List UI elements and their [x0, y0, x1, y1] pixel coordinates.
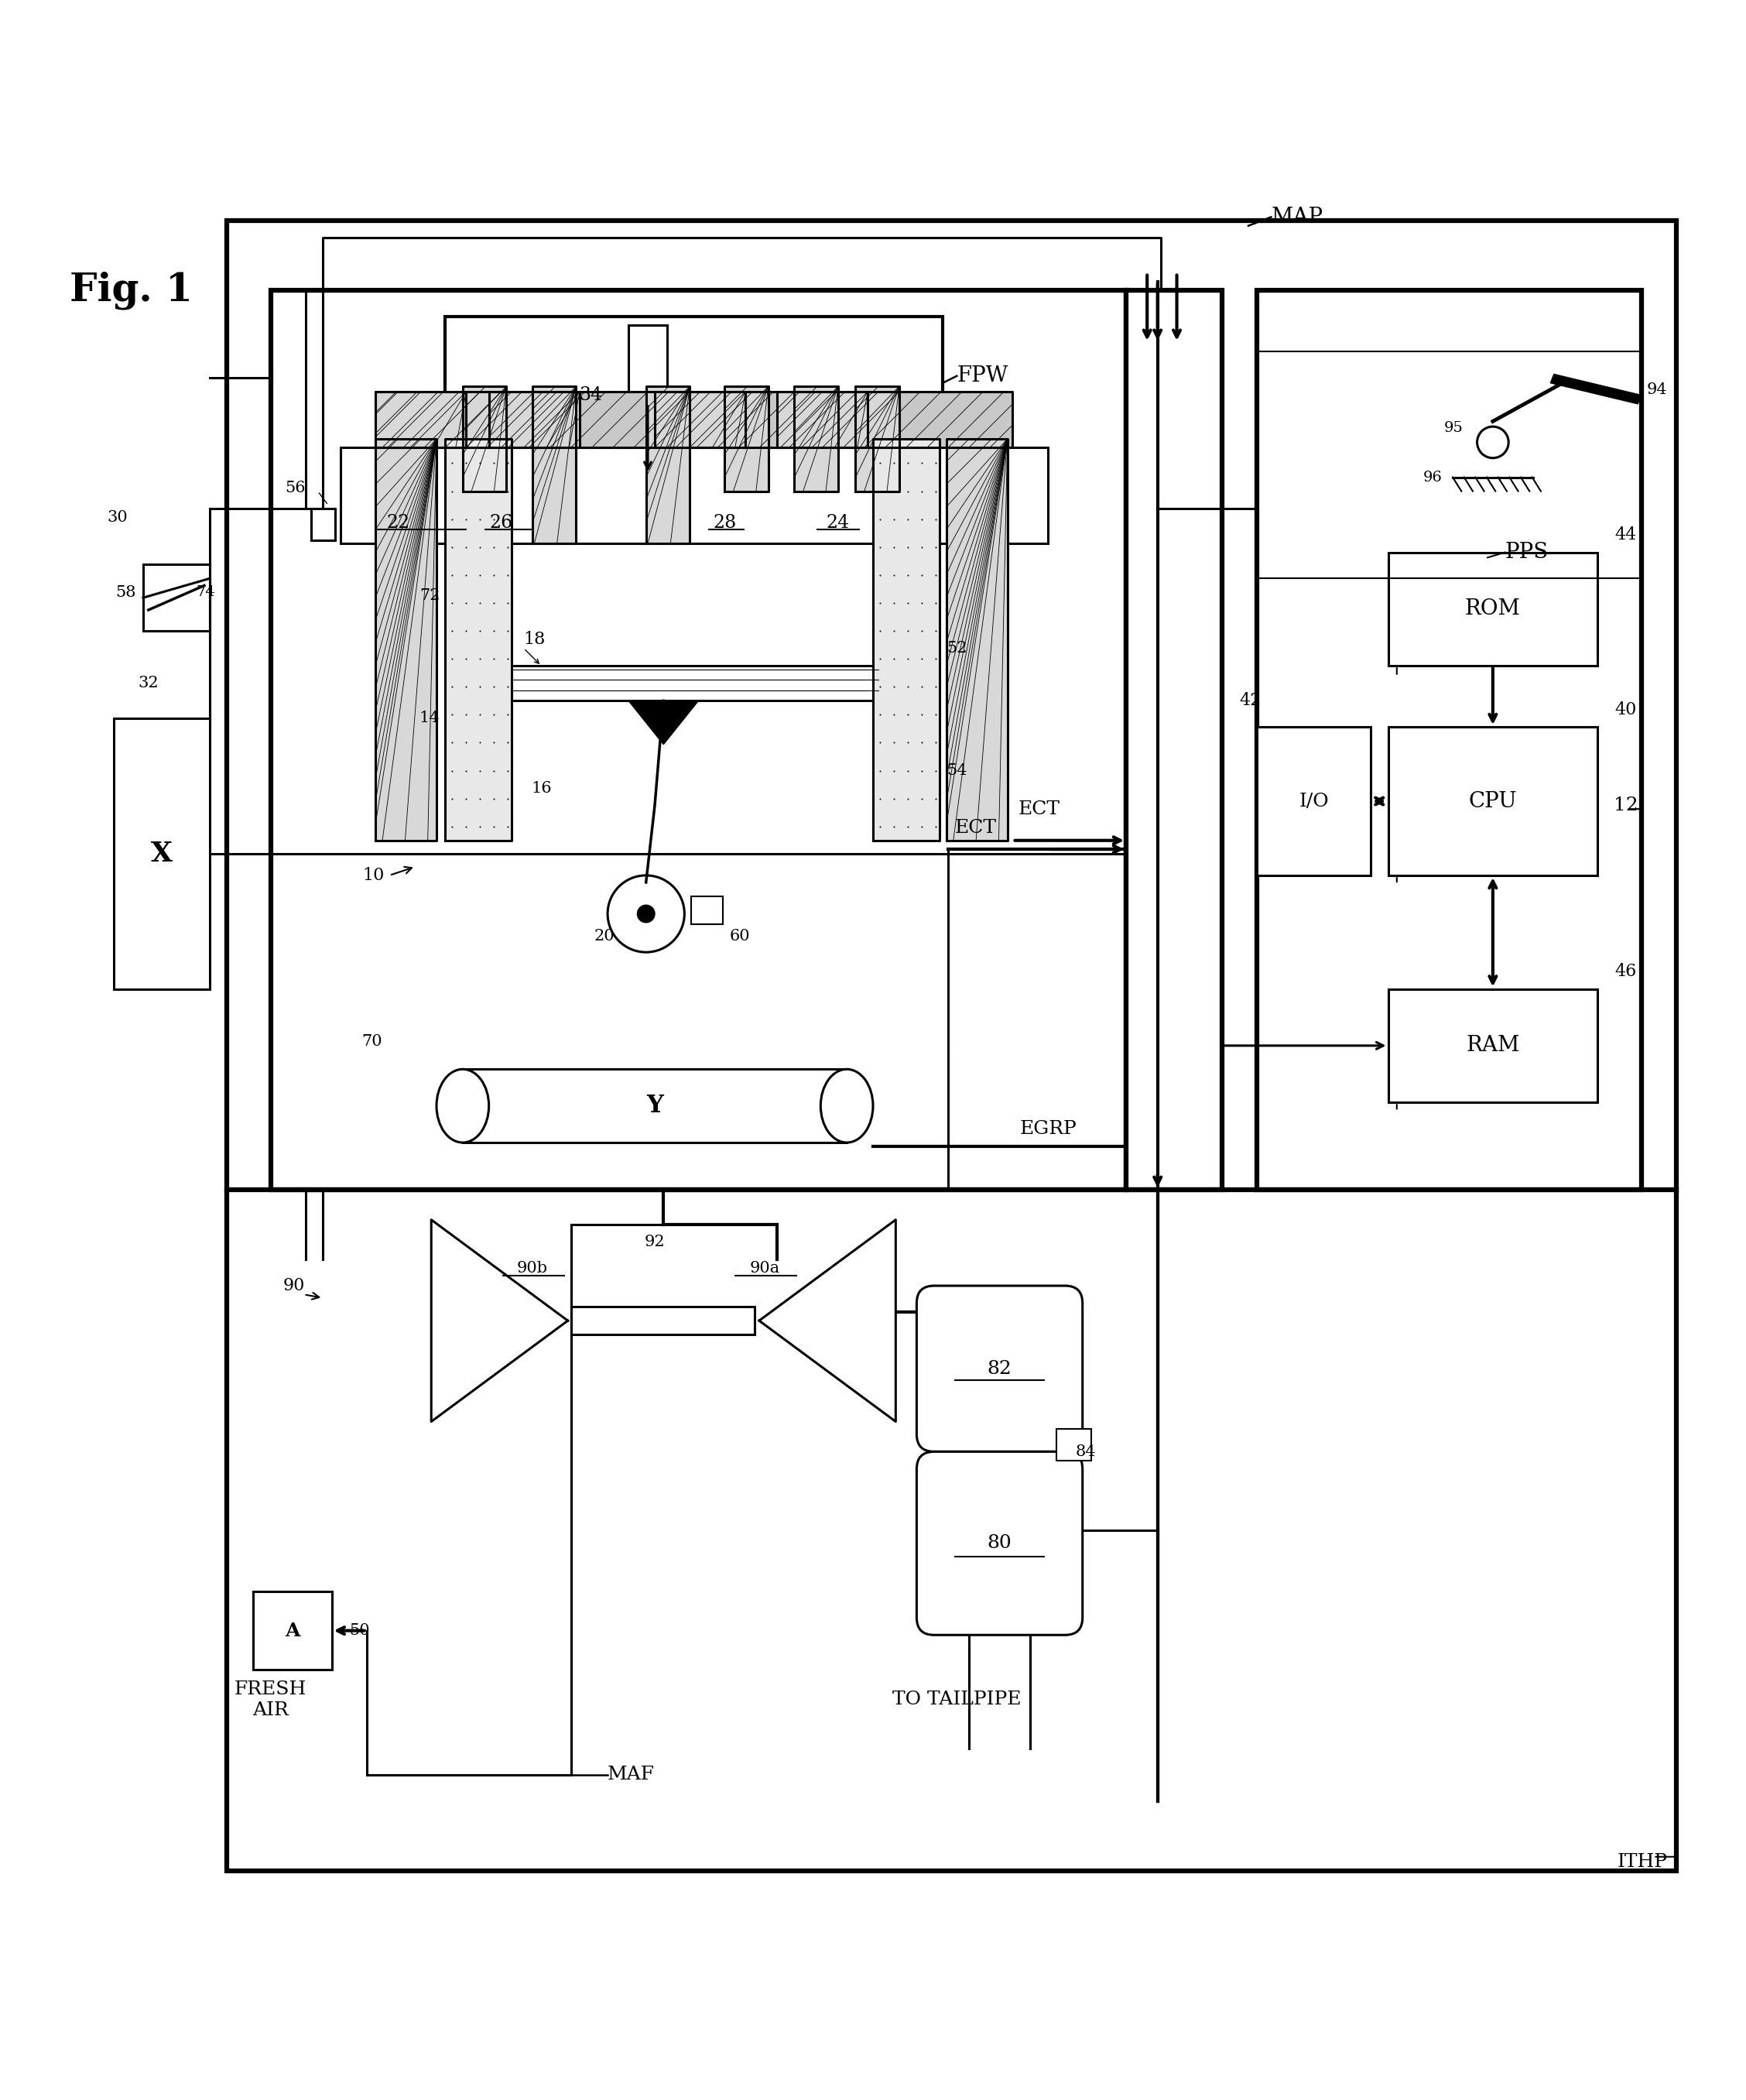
Text: 44: 44 — [1615, 527, 1638, 544]
Bar — [691, 897, 723, 924]
Polygon shape — [375, 393, 466, 447]
Text: ROM: ROM — [1465, 598, 1521, 619]
Polygon shape — [856, 386, 899, 491]
Text: 10: 10 — [361, 867, 384, 884]
Text: FRESH
AIR: FRESH AIR — [234, 1680, 307, 1718]
Text: 52: 52 — [946, 640, 967, 655]
Bar — [512, 666, 878, 701]
Text: 56: 56 — [285, 481, 306, 496]
Bar — [463, 1069, 847, 1142]
Text: 90b: 90b — [517, 1260, 548, 1275]
Text: 60: 60 — [730, 928, 751, 943]
Text: 28: 28 — [712, 514, 737, 531]
Text: EGRP: EGRP — [1020, 1119, 1077, 1138]
Text: MAP: MAP — [1271, 206, 1323, 227]
Text: 14: 14 — [419, 712, 440, 727]
Text: 74: 74 — [197, 586, 215, 598]
Text: ITHP: ITHP — [1617, 1852, 1667, 1871]
Text: 50: 50 — [349, 1623, 370, 1638]
Text: 70: 70 — [361, 1033, 382, 1048]
Polygon shape — [463, 386, 506, 491]
Bar — [1388, 552, 1598, 666]
Text: PPS: PPS — [1505, 542, 1549, 563]
FancyBboxPatch shape — [917, 1451, 1083, 1636]
Polygon shape — [431, 1220, 567, 1422]
Text: 42: 42 — [1240, 693, 1262, 710]
Text: I/O: I/O — [1299, 792, 1329, 811]
Text: 72: 72 — [419, 588, 440, 603]
Bar — [311, 508, 335, 540]
Bar — [253, 1592, 332, 1670]
Text: RAM: RAM — [1467, 1035, 1519, 1056]
Bar — [1257, 727, 1371, 876]
Text: TO TAILPIPE: TO TAILPIPE — [892, 1690, 1021, 1709]
Polygon shape — [646, 386, 690, 544]
Text: 16: 16 — [531, 781, 552, 796]
Text: 58: 58 — [115, 586, 136, 601]
Polygon shape — [1550, 374, 1641, 403]
Polygon shape — [873, 439, 939, 840]
Bar — [629, 326, 667, 483]
Text: ECT: ECT — [955, 819, 997, 838]
Circle shape — [637, 905, 655, 922]
Bar — [1126, 290, 1222, 1191]
Text: 20: 20 — [594, 928, 615, 943]
Text: 92: 92 — [644, 1235, 665, 1249]
Bar — [1388, 727, 1598, 876]
Polygon shape — [777, 393, 868, 447]
Text: A: A — [285, 1621, 300, 1640]
Polygon shape — [946, 439, 1007, 840]
Polygon shape — [375, 393, 1013, 447]
Text: 82: 82 — [986, 1361, 1013, 1378]
Text: FPW: FPW — [957, 365, 1007, 386]
Polygon shape — [375, 439, 436, 840]
Text: Y: Y — [646, 1094, 663, 1117]
Text: CPU: CPU — [1468, 792, 1517, 811]
Text: 24: 24 — [826, 514, 850, 531]
Polygon shape — [655, 393, 746, 447]
Ellipse shape — [436, 1069, 489, 1142]
Bar — [271, 290, 1126, 1191]
Text: MAF: MAF — [608, 1766, 655, 1783]
Text: 90a: 90a — [749, 1260, 780, 1275]
Polygon shape — [489, 393, 580, 447]
Text: 12: 12 — [1613, 796, 1638, 815]
Text: 80: 80 — [986, 1535, 1013, 1552]
Polygon shape — [760, 1220, 896, 1422]
Bar — [143, 565, 210, 630]
Text: 94: 94 — [1646, 382, 1667, 397]
Text: 90: 90 — [283, 1277, 306, 1294]
Text: 18: 18 — [524, 632, 546, 649]
Polygon shape — [533, 386, 576, 544]
Text: 96: 96 — [1423, 470, 1442, 485]
Text: 34: 34 — [580, 386, 602, 403]
FancyBboxPatch shape — [917, 1285, 1083, 1451]
Ellipse shape — [821, 1069, 873, 1142]
Text: 40: 40 — [1615, 701, 1638, 718]
Bar — [1056, 1428, 1091, 1459]
Text: 32: 32 — [138, 676, 159, 691]
Text: Fig. 1: Fig. 1 — [70, 271, 192, 309]
Text: ECT: ECT — [1018, 800, 1060, 817]
Polygon shape — [445, 439, 512, 840]
Text: 26: 26 — [489, 514, 513, 531]
Bar — [340, 447, 1048, 544]
Bar — [571, 1306, 754, 1336]
Polygon shape — [794, 386, 838, 491]
Bar — [1257, 290, 1641, 1191]
Polygon shape — [629, 701, 698, 743]
Bar — [445, 317, 943, 483]
Bar — [227, 220, 1676, 1871]
Text: 30: 30 — [107, 510, 127, 525]
Polygon shape — [725, 386, 768, 491]
Text: X: X — [150, 840, 173, 867]
Bar — [1257, 351, 1641, 578]
Bar — [113, 718, 210, 989]
Text: 46: 46 — [1615, 964, 1638, 981]
Text: 84: 84 — [1076, 1445, 1096, 1459]
Bar — [1388, 989, 1598, 1102]
Text: 54: 54 — [946, 762, 967, 777]
Text: 22: 22 — [386, 514, 410, 531]
Text: 95: 95 — [1444, 422, 1463, 435]
